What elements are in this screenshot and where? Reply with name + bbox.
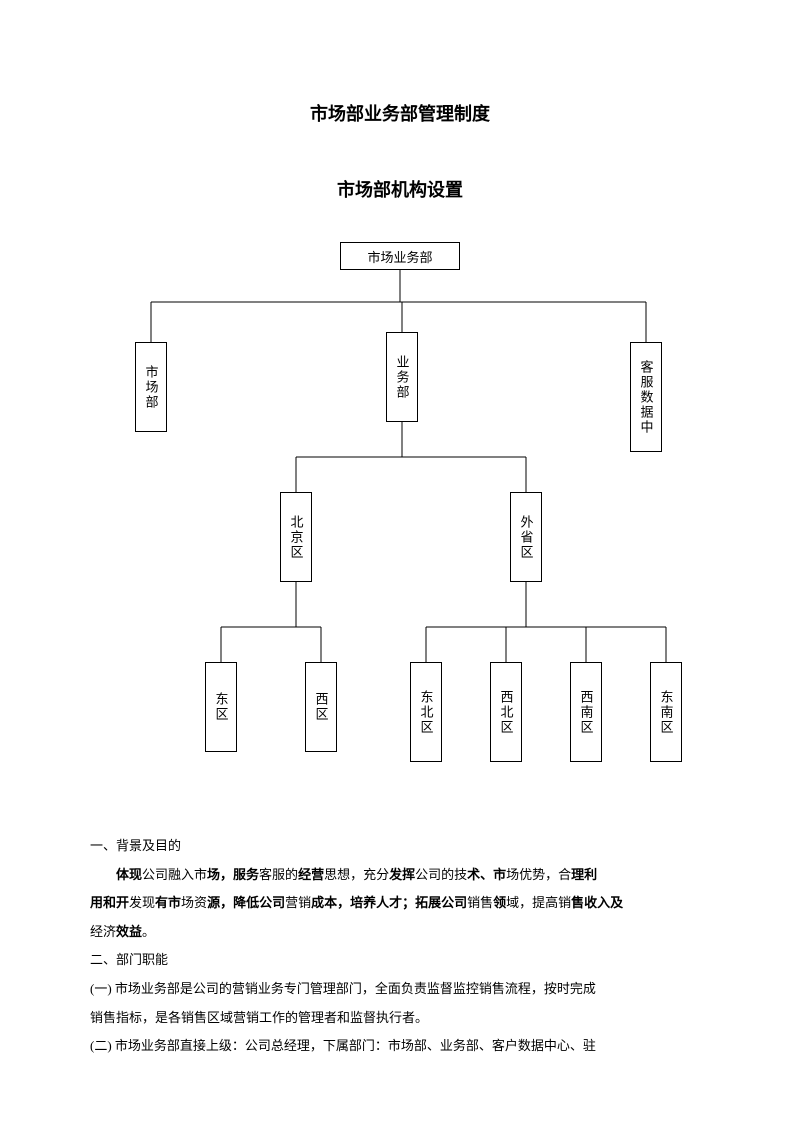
body-text: 一、背景及目的 体现公司融入市场，服务客服的经营思想，充分发挥公司的技术、市场优… [90, 832, 710, 1061]
org-node-leaf5: 西南区 [570, 662, 602, 762]
heading-2: 二、部门职能 [90, 946, 710, 975]
paragraph-1a: 体现公司融入市场，服务客服的经营思想，充分发挥公司的技术、市场优势，合理利 [90, 861, 710, 890]
org-chart-lines [90, 232, 710, 792]
section-title: 市场部机构设置 [90, 176, 710, 202]
org-node-leaf2: 西区 [305, 662, 337, 752]
org-chart: 市场业务部市场部 业务部 客服数据中北京区 外省区东区西区 东北区 西北区 西南区 东南区 [90, 232, 710, 792]
paragraph-3: (二) 市场业务部直接上级：公司总经理，下属部门：市场部、业务部、客户数据中心、… [90, 1032, 710, 1061]
org-node-root: 市场业务部 [340, 242, 460, 270]
doc-title: 市场部业务部管理制度 [90, 100, 710, 126]
org-node-leaf4: 西北区 [490, 662, 522, 762]
paragraph-1b: 用和开发现有市场资源，降低公司营销成本，培养人才；拓展公司销售领域，提高销售收入… [90, 889, 710, 918]
heading-1: 一、背景及目的 [90, 832, 710, 861]
paragraph-1c: 经济效益。 [90, 918, 710, 947]
org-node-leaf3: 东北区 [410, 662, 442, 762]
org-node-dept2: 业务部 [386, 332, 418, 422]
org-node-dept1: 市场部 [135, 342, 167, 432]
org-node-leaf1: 东区 [205, 662, 237, 752]
org-node-dept3: 客服数据中 [630, 342, 662, 452]
org-node-region1: 北京区 [280, 492, 312, 582]
org-node-region2: 外省区 [510, 492, 542, 582]
org-node-leaf6: 东南区 [650, 662, 682, 762]
paragraph-2a: (一) 市场业务部是公司的营销业务专门管理部门，全面负责监督监控销售流程，按时完… [90, 975, 710, 1004]
paragraph-2b: 销售指标，是各销售区域营销工作的管理者和监督执行者。 [90, 1004, 710, 1033]
